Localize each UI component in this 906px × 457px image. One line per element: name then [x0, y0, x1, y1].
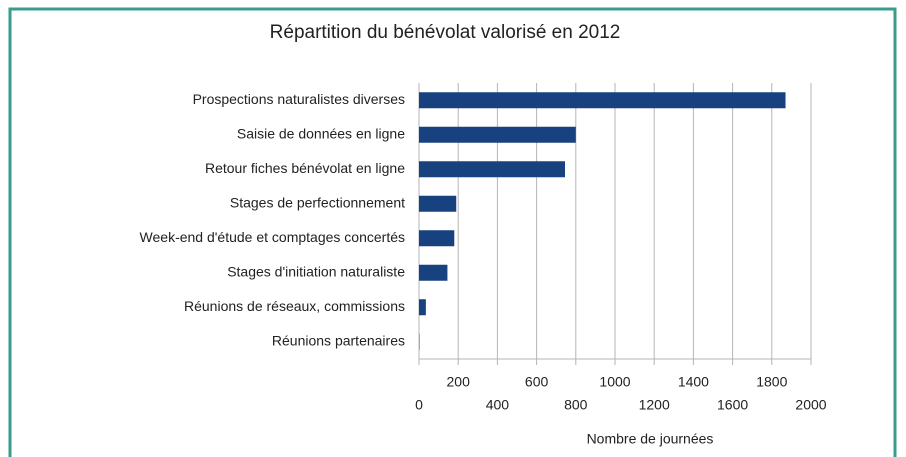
x-tick-label: 1200 — [639, 397, 670, 413]
x-tick-label: 1800 — [756, 374, 787, 390]
bar — [419, 195, 457, 212]
x-tick-label: 600 — [525, 374, 549, 390]
x-axis-label: Nombre de journées — [587, 431, 714, 447]
bar — [419, 161, 566, 178]
x-tick-label: 1400 — [678, 374, 709, 390]
bar — [419, 230, 455, 247]
bar — [419, 126, 576, 143]
y-tick-label: Réunions partenaires — [272, 332, 405, 348]
y-tick-label: Stages d'initiation naturaliste — [227, 263, 405, 279]
x-tick-label: 1600 — [717, 397, 748, 413]
x-tick-label: 200 — [447, 374, 471, 390]
bar — [419, 92, 786, 109]
y-tick-label: Week-end d'étude et comptages concertés — [140, 229, 405, 245]
x-tick-label: 0 — [415, 397, 423, 413]
y-tick-label: Réunions de réseaux, commissions — [184, 298, 405, 314]
bar — [419, 264, 448, 281]
y-tick-label: Stages de perfectionnement — [230, 194, 405, 210]
x-tick-label: 400 — [486, 397, 510, 413]
y-tick-label: Retour fiches bénévolat en ligne — [205, 160, 405, 176]
y-tick-label: Saisie de données en ligne — [237, 125, 405, 141]
x-tick-label: 2000 — [795, 397, 826, 413]
x-tick-label: 1000 — [599, 374, 630, 390]
x-tick-label: 800 — [564, 397, 588, 413]
y-tick-label: Prospections naturalistes diverses — [193, 91, 405, 107]
bar — [419, 299, 426, 316]
chart-title: Répartition du bénévolat valorisé en 201… — [270, 22, 621, 43]
